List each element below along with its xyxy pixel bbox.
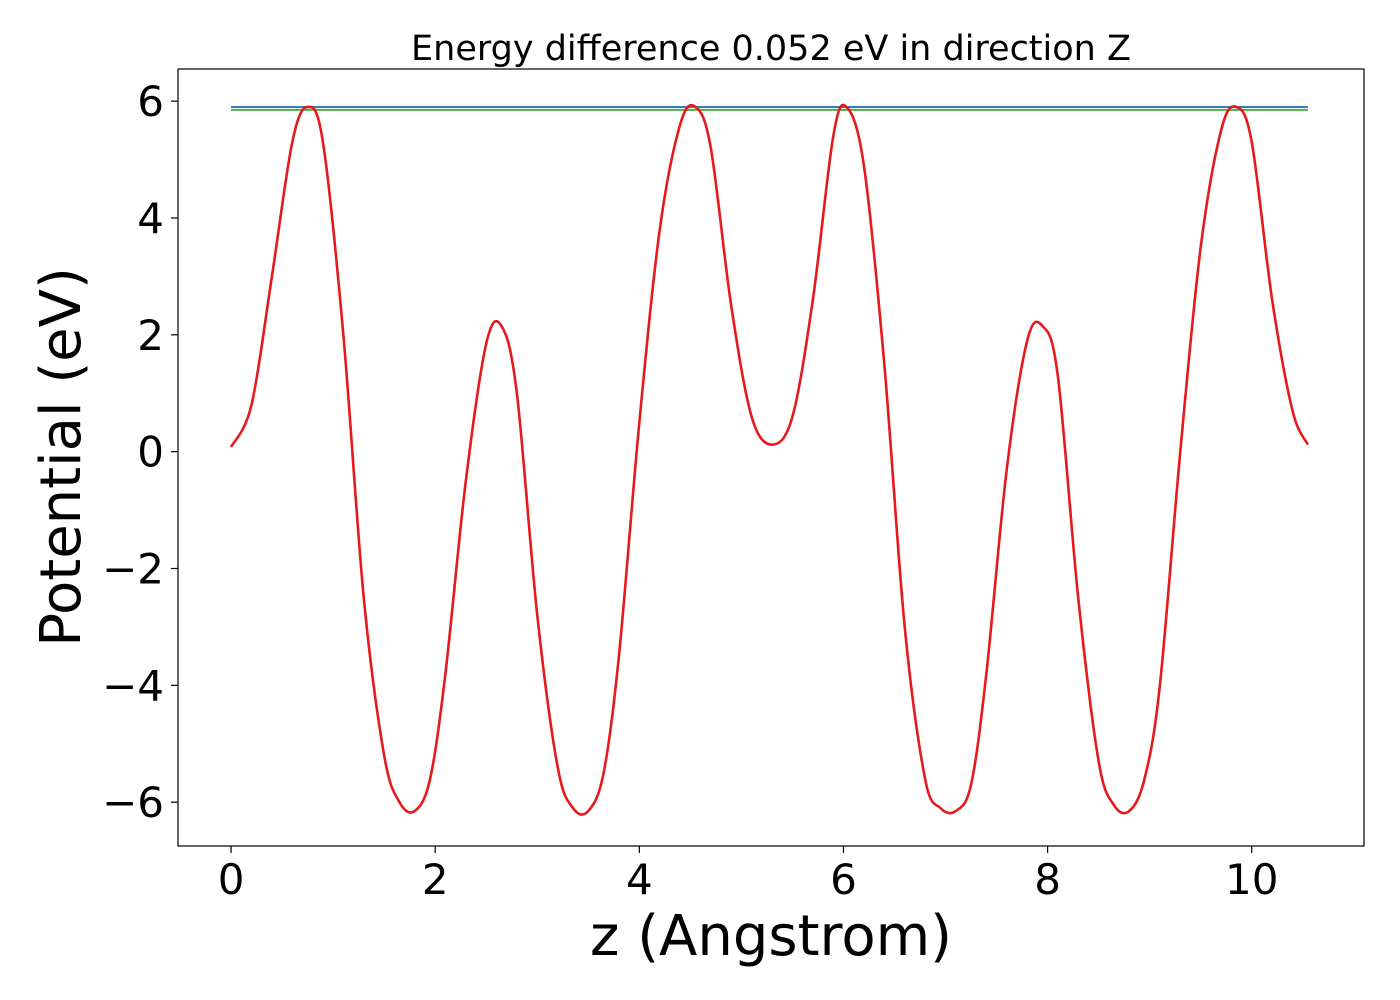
x-tick-label: 6 [830, 855, 857, 904]
x-tick-label: 0 [218, 855, 245, 904]
y-tick-label: 4 [137, 194, 164, 243]
y-tick-label: −6 [102, 778, 164, 827]
x-axis-label: z (Angstrom) [590, 904, 952, 969]
y-tick-label: 6 [137, 77, 164, 126]
potential-curve [229, 103, 1310, 816]
y-tick-label: −4 [102, 661, 164, 710]
x-tick-label: 10 [1225, 855, 1278, 904]
y-tick-label: 2 [137, 311, 164, 360]
x-tick-label: 4 [626, 855, 653, 904]
x-tick-label: 2 [422, 855, 449, 904]
y-axis-label: Potential (eV) [29, 267, 94, 647]
y-tick-label: −2 [102, 545, 164, 594]
x-tick-label: 8 [1034, 855, 1061, 904]
chart-title: Energy difference 0.052 eV in direction … [411, 29, 1131, 69]
y-tick-label: 0 [137, 428, 164, 477]
plot-frame [177, 68, 1365, 847]
